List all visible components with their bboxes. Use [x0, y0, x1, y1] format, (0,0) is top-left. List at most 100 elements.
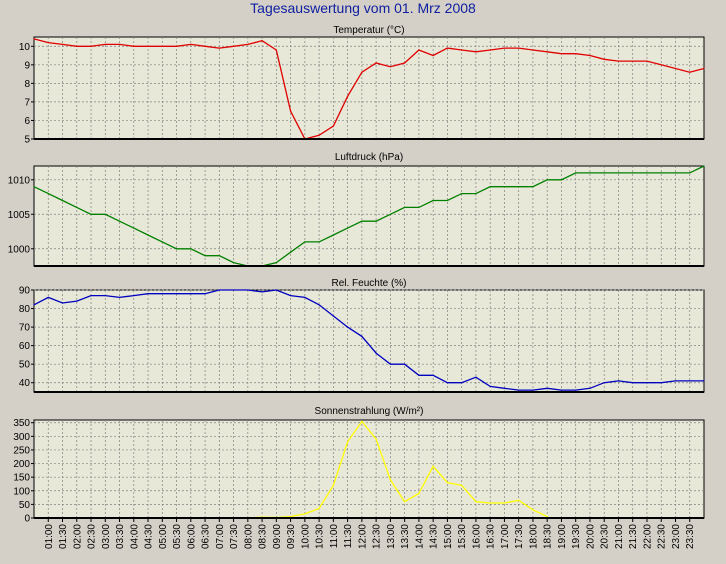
x-tick-label: 09:00	[272, 524, 283, 549]
data-point	[446, 199, 449, 202]
y-tick-label: 0	[24, 514, 30, 525]
data-point	[375, 220, 377, 222]
data-point	[118, 296, 121, 299]
x-tick-label: 03:00	[101, 524, 112, 549]
data-point	[518, 47, 520, 49]
data-point	[475, 376, 477, 378]
x-tick-label: 12:00	[357, 524, 368, 549]
data-point	[432, 374, 434, 376]
chart-title: Luftdruck (hPa)	[335, 152, 403, 163]
data-point	[575, 172, 577, 174]
data-point	[489, 385, 491, 388]
data-point	[689, 380, 691, 382]
data-point	[204, 45, 206, 47]
y-tick-label: 1010	[8, 175, 31, 186]
x-tick-label: 22:00	[643, 524, 654, 549]
data-point	[446, 482, 449, 484]
data-point	[289, 294, 292, 297]
data-point	[104, 43, 106, 46]
x-tick-label: 15:00	[443, 524, 454, 549]
x-tick-label: 16:30	[486, 524, 497, 549]
data-point	[318, 507, 320, 510]
y-tick-label: 80	[19, 304, 31, 315]
data-point	[632, 382, 634, 384]
plot-area	[33, 289, 705, 393]
data-point	[104, 294, 106, 297]
y-tick-label: 200	[13, 459, 30, 470]
data-point	[475, 501, 477, 503]
data-point	[161, 45, 163, 47]
data-point	[418, 49, 420, 51]
data-point	[518, 186, 520, 188]
data-point	[332, 125, 334, 127]
x-tick-label: 17:00	[500, 524, 511, 549]
data-point	[703, 380, 705, 382]
data-point	[304, 296, 306, 299]
data-point	[261, 291, 263, 293]
y-tick-label: 7	[24, 97, 30, 108]
data-point	[475, 51, 477, 53]
data-point	[375, 352, 377, 354]
data-point	[33, 38, 35, 40]
data-point	[204, 255, 206, 257]
data-point	[361, 420, 363, 422]
data-point	[503, 47, 506, 49]
data-point	[589, 54, 591, 57]
data-point	[33, 186, 35, 188]
data-point	[204, 293, 206, 295]
data-point	[76, 300, 78, 302]
chart-title: Sonnenstrahlung (W/m²)	[315, 406, 424, 417]
data-point	[232, 45, 235, 47]
data-point	[660, 382, 662, 384]
data-point	[175, 248, 178, 250]
series-line-pressure	[33, 165, 705, 267]
x-tick-label: 23:30	[685, 524, 696, 549]
chart-panel-temperature: Temperatur (°C) 5 6 7 8 9 10	[19, 25, 705, 146]
data-point	[674, 172, 677, 174]
data-point	[532, 186, 534, 188]
data-point	[532, 49, 534, 51]
y-tick-label: 9	[24, 60, 30, 71]
data-point	[617, 380, 620, 382]
data-point	[475, 192, 477, 195]
data-point	[318, 241, 320, 243]
data-point	[518, 389, 520, 391]
data-point	[503, 186, 506, 188]
data-point	[660, 64, 662, 66]
x-tick-label: 14:30	[429, 524, 440, 549]
data-point	[190, 293, 192, 295]
data-point	[247, 289, 249, 291]
data-point	[546, 51, 548, 53]
y-tick-label: 350	[13, 418, 30, 429]
data-point	[560, 389, 563, 391]
x-tick-label: 02:30	[87, 524, 98, 549]
data-point	[190, 43, 192, 46]
data-point	[90, 294, 92, 297]
x-tick-label: 17:30	[514, 524, 525, 549]
data-point	[133, 294, 135, 297]
x-tick-label: 11:00	[329, 524, 340, 549]
data-point	[175, 293, 178, 295]
data-point	[261, 40, 263, 42]
data-point	[361, 71, 363, 73]
data-point	[404, 206, 406, 208]
x-tick-label: 02:00	[72, 524, 83, 549]
data-point	[304, 241, 306, 243]
data-point	[389, 213, 391, 215]
data-point	[289, 251, 292, 253]
data-point	[375, 438, 377, 440]
data-point	[147, 234, 149, 236]
data-point	[617, 60, 620, 62]
x-tick-label: 20:00	[586, 524, 597, 549]
data-point	[232, 261, 235, 264]
data-point	[347, 95, 349, 97]
x-tick-label: 10:30	[315, 524, 326, 549]
chart-title: Rel. Feuchte (%)	[331, 278, 406, 289]
data-point	[575, 53, 577, 55]
data-point	[489, 49, 491, 51]
data-point	[175, 45, 178, 47]
data-point	[404, 62, 406, 64]
data-point	[90, 213, 92, 215]
data-point	[104, 213, 106, 215]
